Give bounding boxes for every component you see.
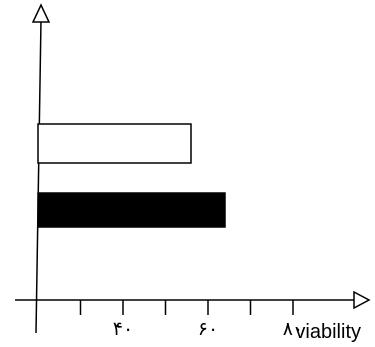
x-tick-labels: ۴۰ ۶۰ ۸۰ [113,318,303,340]
x-tick-marks [79,300,294,315]
y-axis-line [35,19,42,334]
y-axis-arrow-icon [31,3,51,23]
y-axis [31,3,51,334]
x-tick-label: ۸۰ [283,318,303,340]
x-axis-arrow-icon [353,290,371,310]
bar [37,192,226,228]
x-axis-title: viability [295,321,361,343]
x-tick-label: ۶۰ [198,318,218,340]
bar [37,123,192,164]
x-tick-label: ۴۰ [113,318,133,340]
bars [37,123,226,228]
x-axis [15,290,371,310]
